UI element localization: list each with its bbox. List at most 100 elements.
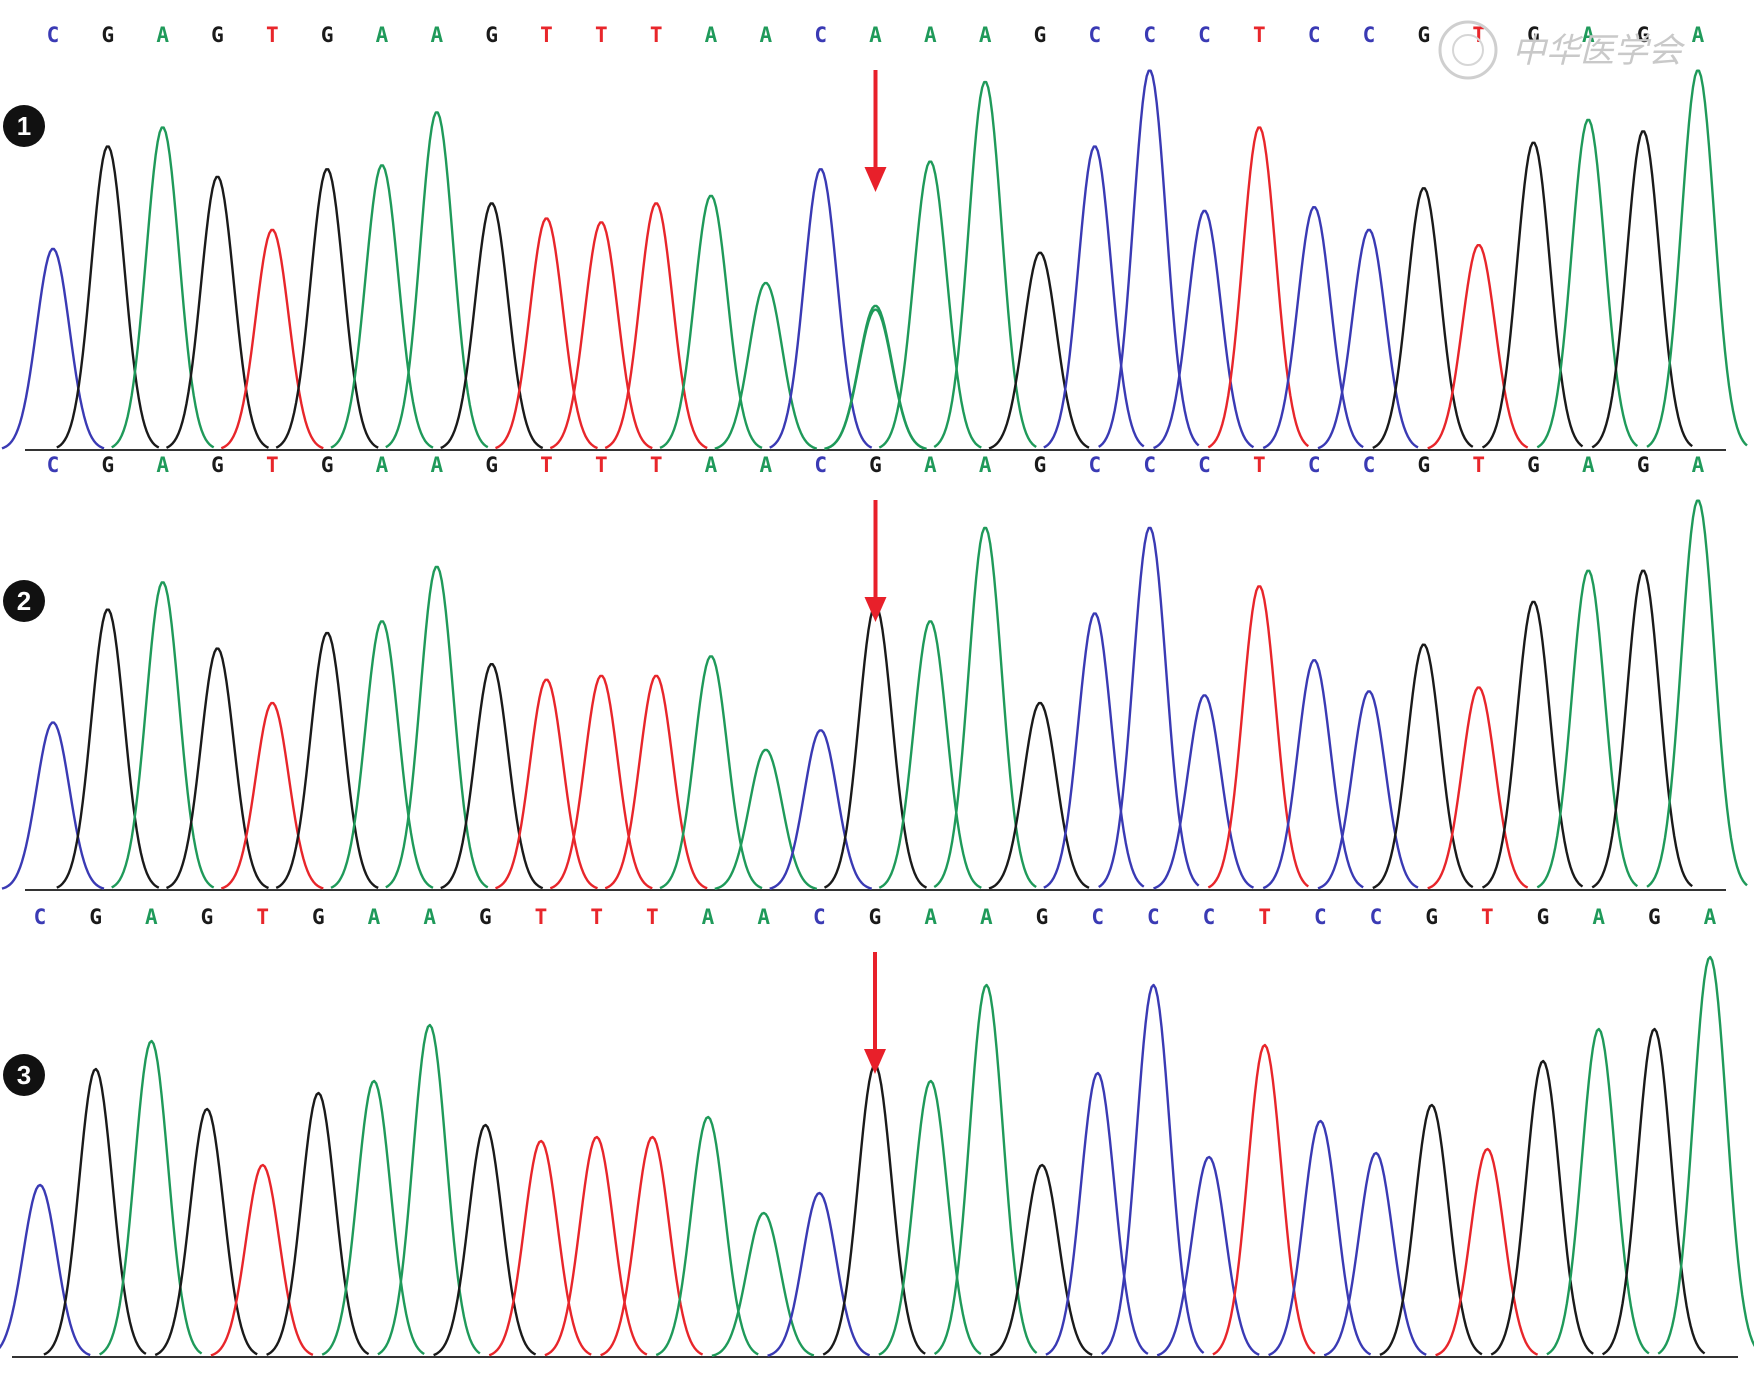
base-call-10: T (540, 23, 553, 47)
peak-1 (1, 721, 105, 890)
base-call-26: G (1417, 23, 1430, 47)
base-call-2: G (89, 905, 102, 929)
base-call-1: C (47, 23, 60, 47)
base-call-25: C (1370, 905, 1383, 929)
peak-18 (933, 526, 1037, 889)
peak-20 (1043, 145, 1145, 449)
peak-17 (878, 1079, 982, 1356)
base-call-30: G (1637, 453, 1650, 477)
base-call-9: G (479, 905, 492, 929)
base-call-12: T (650, 453, 663, 477)
base-call-21: C (1143, 23, 1156, 47)
base-call-27: T (1472, 23, 1485, 47)
peak-31 (1646, 499, 1748, 888)
peak-12 (600, 1135, 704, 1357)
base-call-1: C (34, 905, 47, 929)
base-call-11: T (590, 905, 603, 929)
peak-11 (549, 221, 653, 450)
base-call-23: T (1258, 905, 1271, 929)
base-call-20: C (1088, 453, 1101, 477)
base-call-24: C (1308, 453, 1321, 477)
base-call-14: A (757, 905, 770, 929)
base-call-31: A (1692, 23, 1705, 47)
peak-11 (544, 1135, 648, 1357)
peak-13 (659, 655, 763, 890)
base-call-17: A (924, 453, 937, 477)
base-call-3: A (145, 905, 158, 929)
base-call-29: A (1592, 905, 1605, 929)
base-call-17: A (924, 23, 937, 47)
mutation-arrow-head (864, 597, 887, 622)
peak-3 (111, 581, 215, 889)
peak-12 (604, 674, 708, 890)
base-call-18: A (980, 905, 993, 929)
peak-30 (1591, 569, 1693, 889)
base-call-13: A (705, 453, 718, 477)
base-call-10: T (535, 905, 548, 929)
peak-8 (385, 111, 489, 449)
watermark-emblem (1438, 20, 1498, 80)
base-call-30: G (1637, 23, 1650, 47)
base-call-24: C (1314, 905, 1327, 929)
base-call-3: A (156, 23, 169, 47)
base-call-21: C (1143, 453, 1156, 477)
base-call-20: C (1091, 905, 1104, 929)
peak-26 (1372, 187, 1474, 449)
peak-1 (1, 247, 105, 450)
base-call-4: G (211, 23, 224, 47)
peak-16 (824, 308, 927, 451)
base-call-7: A (376, 453, 389, 477)
peak-24 (1262, 206, 1364, 450)
base-call-7: A (368, 905, 381, 929)
peak-19 (989, 1163, 1093, 1357)
peak-30 (1601, 1027, 1706, 1356)
base-call-29: A (1582, 453, 1595, 477)
base-call-28: G (1527, 453, 1540, 477)
base-call-6: G (312, 905, 325, 929)
peak-15 (767, 1191, 870, 1357)
base-call-5: T (266, 453, 279, 477)
base-call-17: A (924, 905, 937, 929)
base-call-26: G (1417, 453, 1430, 477)
peak-3 (99, 1039, 203, 1356)
peak-9 (440, 663, 544, 890)
peak-2 (56, 145, 160, 449)
peak-18 (933, 80, 1037, 448)
base-call-4: G (201, 905, 214, 929)
base-call-9: G (485, 23, 498, 47)
peak-7 (321, 1079, 425, 1356)
panel-number-label: 1 (17, 111, 31, 141)
peak-13 (659, 194, 763, 449)
peak-9 (433, 1123, 537, 1357)
base-call-14: A (759, 453, 772, 477)
peak-24 (1262, 659, 1364, 890)
base-call-24: C (1308, 23, 1321, 47)
base-call-26: G (1425, 905, 1438, 929)
peak-23 (1212, 1043, 1316, 1356)
peak-28 (1490, 1059, 1594, 1356)
base-call-31: A (1692, 453, 1705, 477)
peak-19 (988, 701, 1090, 890)
peak-overlap-16 (824, 304, 927, 450)
base-call-5: T (266, 23, 279, 47)
peak-22 (1153, 209, 1255, 450)
base-call-29: A (1582, 23, 1595, 47)
base-call-23: T (1253, 453, 1266, 477)
base-call-31: A (1704, 905, 1717, 929)
peak-5 (220, 228, 324, 450)
peak-11 (549, 674, 653, 890)
base-call-22: C (1203, 905, 1216, 929)
base-call-16: G (869, 453, 882, 477)
peak-23 (1207, 126, 1310, 449)
peak-25 (1317, 690, 1419, 890)
base-call-16: A (869, 23, 882, 47)
base-call-25: C (1363, 23, 1376, 47)
peak-22 (1156, 1155, 1260, 1357)
peak-19 (988, 251, 1090, 450)
base-call-19: G (1034, 23, 1047, 47)
watermark-text: 中华医学会 (1512, 31, 1686, 71)
base-call-19: G (1034, 453, 1047, 477)
panel-1: C G A G T G A A G T T T A A C A A A G C C C T C C G T G A G A 1 (1, 23, 1748, 451)
peak-13 (655, 1115, 759, 1357)
